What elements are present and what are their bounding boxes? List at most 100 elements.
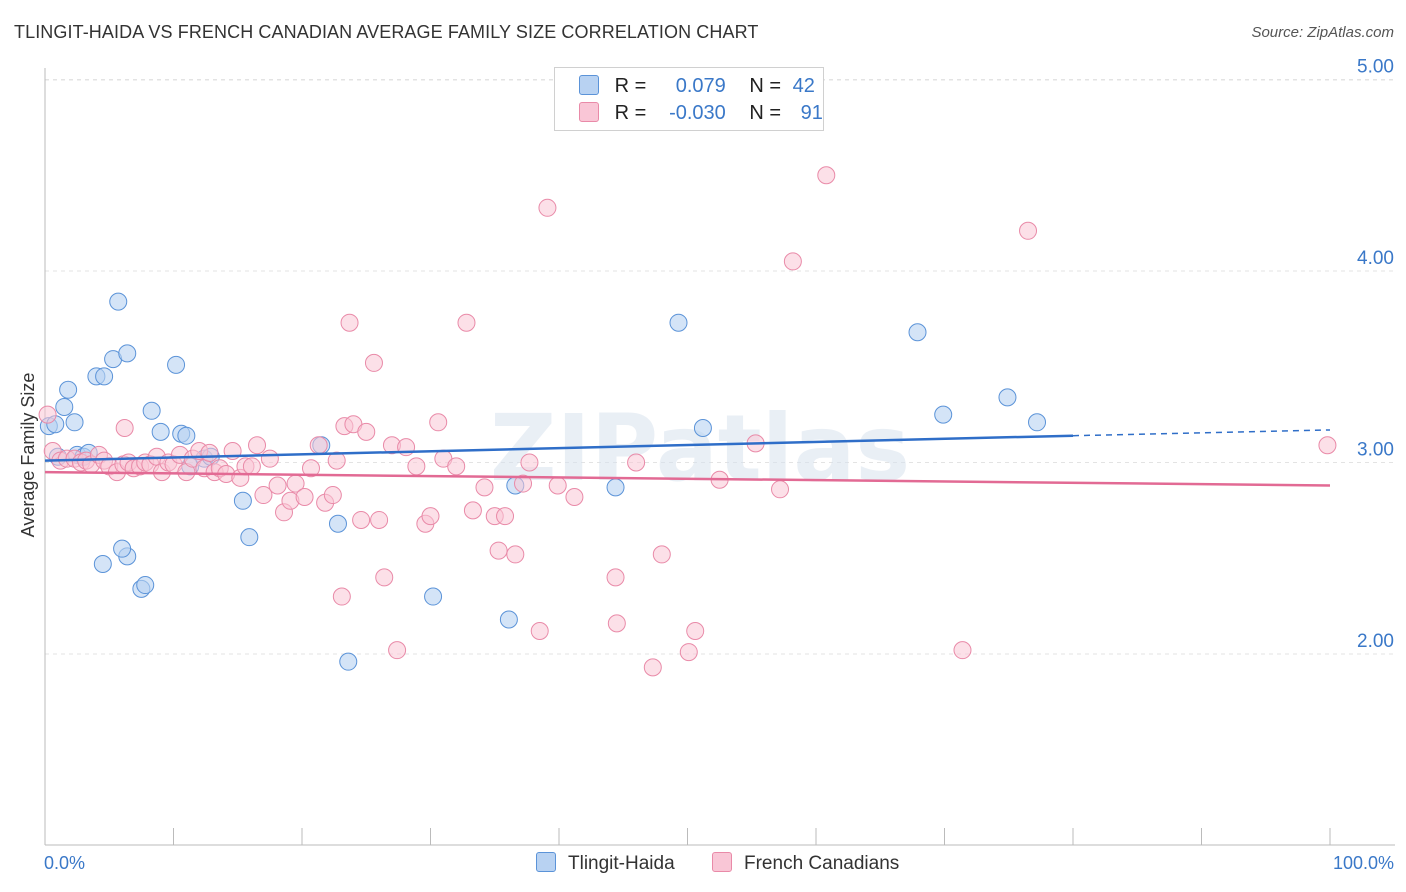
trend-line-tlingit <box>44 434 1074 462</box>
french-point <box>817 166 836 185</box>
bottom-swatch-tlingit <box>536 852 556 872</box>
tlingit-point <box>142 401 161 420</box>
tlingit-point <box>167 355 186 374</box>
axes <box>44 68 1395 846</box>
y-tick-labels: 2.00 3.00 4.00 5.00 <box>1357 57 1394 653</box>
correlation-legend: R = 0.079 N = 42 R = -0.030 N = 91 <box>554 67 824 131</box>
french-point <box>268 476 287 495</box>
french-point <box>520 453 539 472</box>
legend-n-value: 42 <box>792 75 815 97</box>
tlingit-point <box>669 313 688 332</box>
tlingit-point <box>65 413 84 432</box>
french-point <box>679 643 698 662</box>
y-tick-label: 4.00 <box>1357 248 1394 269</box>
french-point <box>301 459 320 478</box>
french-point <box>38 405 57 424</box>
tlingit-point <box>136 576 155 595</box>
french-point <box>548 476 567 495</box>
french-point <box>457 313 476 332</box>
trend-line-french <box>44 470 1331 487</box>
legend-n-label: N = <box>749 75 782 97</box>
bottom-legend-tlingit: Tlingit-Haida <box>536 852 675 875</box>
french-point <box>538 198 557 217</box>
french-point <box>606 568 625 587</box>
source-label: Source: ZipAtlas.com <box>1251 24 1394 41</box>
bottom-swatch-french <box>712 852 732 872</box>
french-point <box>429 413 448 432</box>
legend-r-value: -0.030 <box>669 102 726 124</box>
bottom-legend-french: French Canadians <box>712 852 899 875</box>
tlingit-point <box>693 419 712 438</box>
french-point <box>332 587 351 606</box>
french-point <box>475 478 494 497</box>
french-point <box>514 474 533 493</box>
legend-swatch-french <box>579 102 599 122</box>
tlingit-point <box>998 388 1017 407</box>
y-tick-label: 3.00 <box>1357 440 1394 461</box>
french-point <box>242 457 261 476</box>
legend-r-label: R = <box>614 102 647 124</box>
french-point <box>364 353 383 372</box>
french-point <box>771 480 790 499</box>
french-point <box>340 313 359 332</box>
legend-row-french: R = -0.030 N = 91 <box>579 101 823 125</box>
french-point <box>652 545 671 564</box>
y-tick-label: 5.00 <box>1357 57 1394 78</box>
french-point <box>260 449 279 468</box>
french-point <box>370 510 389 529</box>
gridlines <box>45 79 1395 655</box>
french-point <box>357 422 376 441</box>
legend-n-label: N = <box>749 102 782 124</box>
trend-lines <box>44 429 1331 487</box>
french-point <box>489 541 508 560</box>
tlingit-point <box>606 478 625 497</box>
french-point <box>295 487 314 506</box>
tlingit-point <box>240 528 259 547</box>
french-point <box>953 641 972 660</box>
french-point <box>627 453 646 472</box>
tlingit-point <box>339 652 358 671</box>
french-point <box>530 622 549 641</box>
french-point <box>388 641 407 660</box>
french-point <box>565 487 584 506</box>
tlingit-point <box>113 539 132 558</box>
chart-title: TLINGIT-HAIDA VS FRENCH CANADIAN AVERAGE… <box>14 22 759 42</box>
tlingit-point <box>177 426 196 445</box>
french-point <box>327 451 346 470</box>
legend-n-value: 91 <box>800 102 823 124</box>
tlingit-point <box>499 610 518 629</box>
tlingit-point <box>93 554 112 573</box>
french-point <box>115 419 134 438</box>
french-point <box>783 252 802 271</box>
tlingit-point <box>95 367 114 386</box>
legend-r-label: R = <box>614 75 647 97</box>
tlingit-point <box>109 292 128 311</box>
tlingit-point <box>55 397 74 416</box>
legend-swatch-tlingit <box>579 75 599 95</box>
french-point <box>506 545 525 564</box>
bottom-legend-tlingit-label: Tlingit-Haida <box>568 853 675 874</box>
tlingit-point <box>233 491 252 510</box>
y-tick-label: 2.00 <box>1357 631 1394 652</box>
x-tick-label-min: 0.0% <box>44 853 85 873</box>
tlingit-point <box>424 587 443 606</box>
trend-line-tlingit-extension <box>1072 429 1331 437</box>
french-point <box>200 443 219 462</box>
french-point <box>607 614 626 633</box>
french-point <box>323 486 342 505</box>
x-tick-label-max: 100.0% <box>1333 853 1394 873</box>
bottom-legend-french-label: French Canadians <box>744 853 900 874</box>
tlingit-point <box>1028 413 1047 432</box>
tlingit-point <box>59 380 78 399</box>
tlingit-point <box>328 514 347 533</box>
tlingit-point <box>908 323 927 342</box>
french-point <box>496 507 515 526</box>
french-point <box>352 510 371 529</box>
french-point <box>686 622 705 641</box>
french-point <box>447 457 466 476</box>
french-point <box>421 507 440 526</box>
french-point <box>1019 221 1038 240</box>
french-point <box>643 658 662 677</box>
french-point <box>309 436 328 455</box>
